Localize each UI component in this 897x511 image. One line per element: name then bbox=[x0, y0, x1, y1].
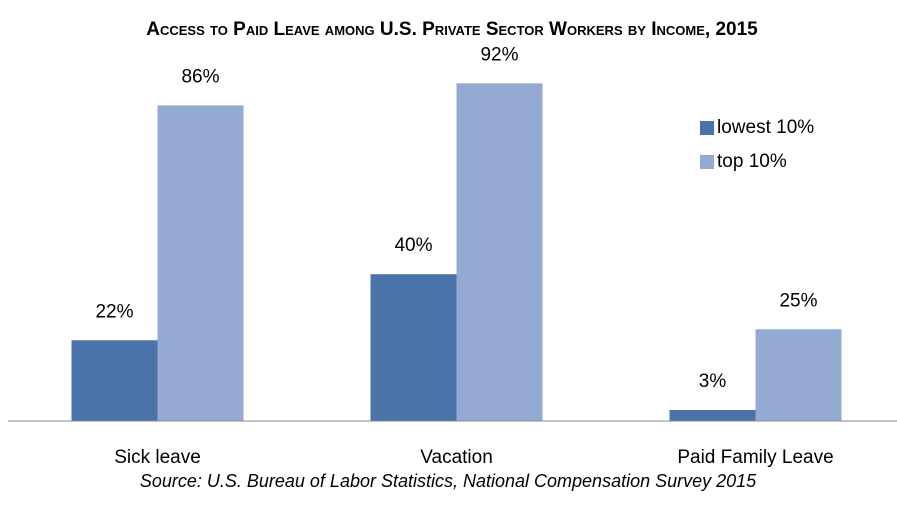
legend-label: lowest 10% bbox=[717, 117, 814, 138]
chart-title: Access to Paid Leave among U.S. Private … bbox=[146, 19, 758, 40]
bar bbox=[71, 340, 158, 421]
bar bbox=[755, 329, 842, 421]
x-tick-label: Paid Family Leave bbox=[677, 447, 833, 468]
bar bbox=[370, 274, 457, 421]
value-label: 3% bbox=[699, 371, 727, 392]
x-tick-label: Vacation bbox=[420, 447, 493, 468]
value-label: 40% bbox=[394, 235, 432, 256]
legend-label: top 10% bbox=[717, 151, 787, 172]
legend-swatch bbox=[700, 121, 714, 135]
value-label: 22% bbox=[95, 301, 133, 322]
value-label: 25% bbox=[779, 290, 817, 311]
bar bbox=[669, 409, 756, 421]
source: Source: U.S. Bureau of Labor Statistics,… bbox=[140, 471, 757, 491]
value-label: 92% bbox=[480, 44, 518, 65]
bar bbox=[157, 105, 244, 421]
bar bbox=[456, 83, 543, 422]
value-label: 86% bbox=[181, 66, 219, 87]
legend-swatch bbox=[700, 155, 714, 169]
x-tick-label: Sick leave bbox=[114, 447, 201, 468]
